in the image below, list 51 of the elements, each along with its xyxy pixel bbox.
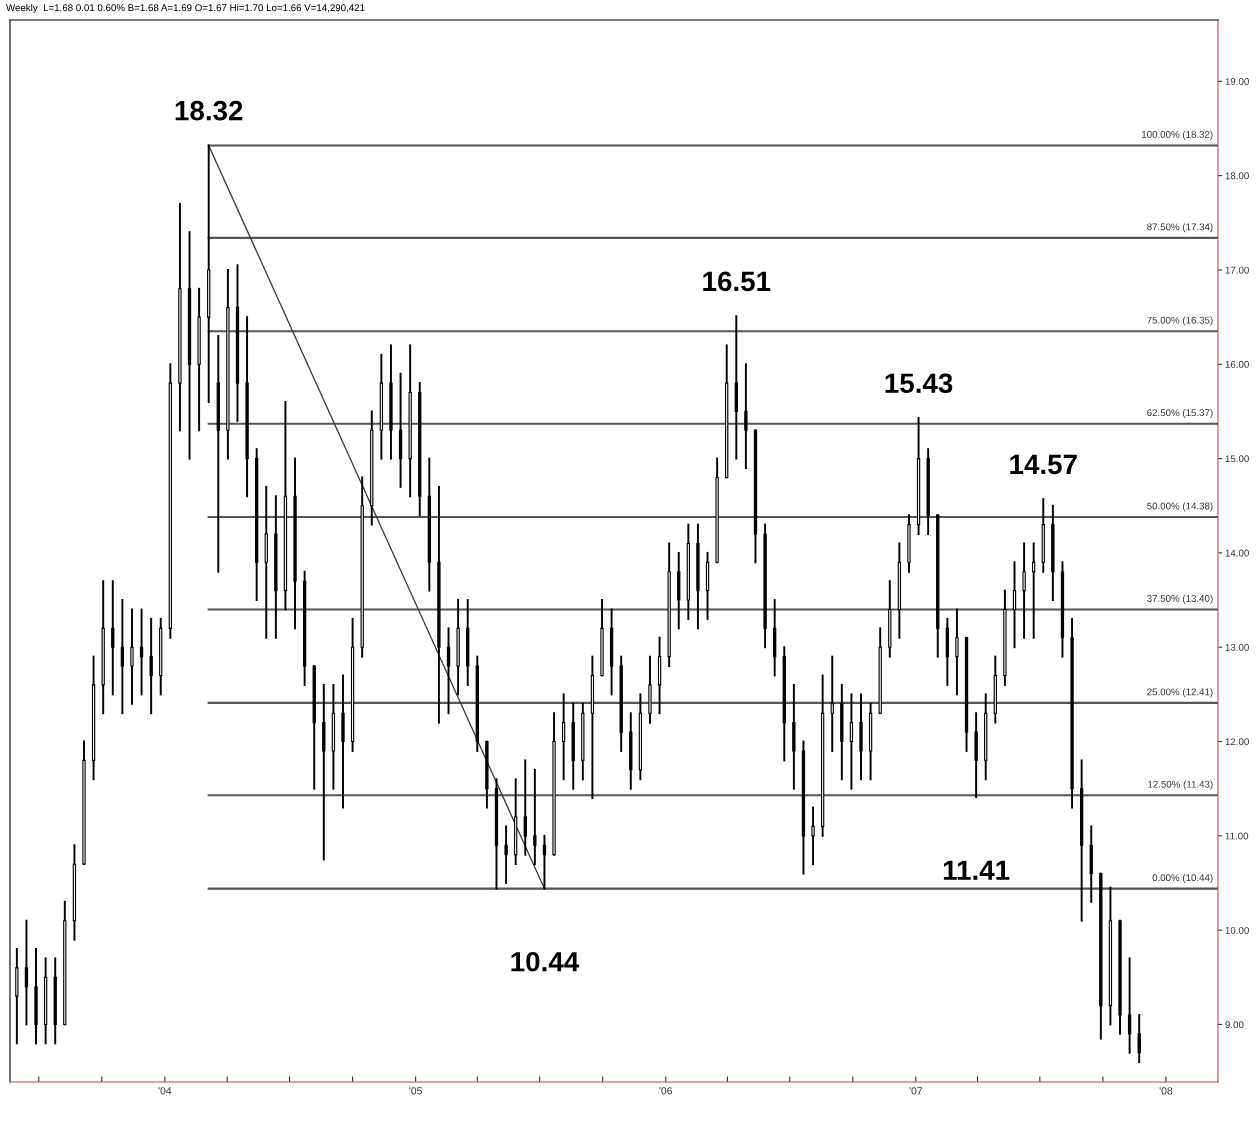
candlestick: [130, 608, 134, 705]
ref-line-label: 100.00% (18.32): [1142, 130, 1213, 140]
candlestick: [744, 363, 748, 469]
candlestick: [849, 693, 854, 790]
ref-line-label: 12.50% (11.43): [1148, 780, 1213, 790]
candlestick: [561, 693, 566, 781]
y-tick-label: 11.00: [1225, 832, 1249, 840]
candlestick: [1022, 542, 1026, 639]
y-tick-label: 18.00: [1225, 172, 1249, 180]
x-tick-label: '06: [659, 1087, 673, 1095]
candlestick: [1137, 1014, 1141, 1064]
ref-line-label: 25.00% (12.41): [1147, 688, 1213, 698]
annotation: 15.43: [885, 373, 953, 394]
y-tick-label: 19.00: [1225, 78, 1249, 85]
y-tick-label: 16.00: [1225, 360, 1249, 368]
ref-line-label: 50.00% (14.38): [1147, 502, 1213, 512]
chart-title: Weekly L=1.68 0.01 0.60% B=1.68 A=1.69 O=1.67 Hi=1.70 Lo=1.66 V=14,290,421: [6, 4, 365, 14]
candlestick: [24, 919, 29, 1026]
candlestick: [955, 608, 959, 696]
y-tick-label: 9.00: [1225, 1021, 1244, 1029]
annotation: 10.44: [511, 951, 580, 972]
ref-line-label: 87.50% (17.34): [1147, 223, 1213, 233]
candlestick: [504, 825, 508, 884]
ref-line-label: 75.00% (16.35): [1147, 316, 1213, 326]
candlestick: [811, 806, 815, 866]
x-tick-label: '08: [1159, 1087, 1173, 1095]
y-tick-label: 14.00: [1225, 549, 1249, 557]
y-tick-label: 10.00: [1225, 926, 1249, 934]
annotation: 14.57: [1010, 454, 1077, 475]
ref-line-label: 62.50% (15.37): [1147, 408, 1213, 419]
candlestick: [830, 655, 834, 752]
y-tick-label: 13.00: [1225, 643, 1249, 651]
x-tick-label: '05: [409, 1087, 422, 1095]
candlestick: [111, 580, 115, 696]
candlestick: [523, 759, 527, 856]
annotation: 11.41: [943, 860, 1010, 880]
ref-line-label: 0.00% (10.44): [1152, 873, 1213, 883]
candlestick: [1127, 957, 1132, 1054]
annotation: 18.32: [175, 100, 243, 121]
y-tick-label: 15.00: [1225, 455, 1249, 463]
x-tick-label: '04: [158, 1087, 172, 1095]
y-tick-label: 17.00: [1225, 266, 1249, 274]
y-tick-label: 12.00: [1225, 738, 1249, 746]
annotation: 16.51: [703, 271, 771, 292]
candlestick: [149, 617, 153, 715]
candlestick: [1012, 561, 1017, 649]
candlestick: [120, 599, 125, 715]
candlestick: [533, 768, 537, 866]
ref-line-label: 37.50% (13.40): [1147, 594, 1213, 604]
candlestick: [446, 627, 451, 715]
x-tick-label: '07: [909, 1087, 923, 1095]
